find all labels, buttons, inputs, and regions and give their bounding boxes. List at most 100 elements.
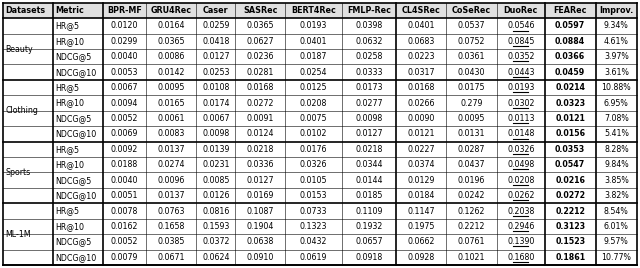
Bar <box>3 172 637 188</box>
Bar <box>3 203 637 219</box>
Text: 0.0188: 0.0188 <box>111 160 138 169</box>
Text: 0.0277: 0.0277 <box>355 99 383 107</box>
Text: 0.0459: 0.0459 <box>555 68 586 77</box>
Text: 0.0137: 0.0137 <box>157 145 185 154</box>
Text: 3.85%: 3.85% <box>604 176 628 185</box>
Text: 0.0242: 0.0242 <box>458 191 485 200</box>
Text: 0.0272: 0.0272 <box>556 191 585 200</box>
Text: 0.0302: 0.0302 <box>507 99 534 107</box>
Text: ML-1M: ML-1M <box>5 230 31 239</box>
Text: 0.0053: 0.0053 <box>111 68 138 77</box>
Text: 0.0910: 0.0910 <box>246 253 274 262</box>
Text: 0.0067: 0.0067 <box>202 114 230 123</box>
Text: 0.0385: 0.0385 <box>157 237 185 246</box>
Text: 0.0164: 0.0164 <box>157 21 185 31</box>
Text: 0.0156: 0.0156 <box>555 129 586 138</box>
Text: HR@5: HR@5 <box>55 145 79 154</box>
Text: GRU4Rec: GRU4Rec <box>151 6 192 15</box>
Text: 0.0120: 0.0120 <box>111 21 138 31</box>
Text: 0.0366: 0.0366 <box>555 52 586 61</box>
Text: 0.2038: 0.2038 <box>507 207 534 215</box>
Text: 0.0353: 0.0353 <box>555 145 586 154</box>
Text: 0.0231: 0.0231 <box>202 160 230 169</box>
Text: 3.61%: 3.61% <box>604 68 629 77</box>
Text: 0.0928: 0.0928 <box>407 253 435 262</box>
Text: 0.0090: 0.0090 <box>407 114 435 123</box>
Text: 0.0092: 0.0092 <box>111 145 138 154</box>
Text: 5.41%: 5.41% <box>604 129 629 138</box>
Text: 0.0129: 0.0129 <box>407 176 435 185</box>
Text: 4.61%: 4.61% <box>604 37 629 46</box>
Text: 0.0127: 0.0127 <box>202 52 230 61</box>
Text: 0.0597: 0.0597 <box>555 21 586 31</box>
Bar <box>3 188 637 203</box>
Text: 0.0184: 0.0184 <box>407 191 435 200</box>
Bar <box>3 142 637 157</box>
Text: NDCG@5: NDCG@5 <box>55 114 91 123</box>
Text: 0.0131: 0.0131 <box>458 129 485 138</box>
Bar <box>3 219 637 234</box>
Text: 0.0052: 0.0052 <box>111 114 138 123</box>
Text: 0.0096: 0.0096 <box>157 176 185 185</box>
Text: 0.0733: 0.0733 <box>300 207 327 215</box>
Text: 3.82%: 3.82% <box>604 191 628 200</box>
Bar <box>3 250 637 265</box>
Text: 0.0094: 0.0094 <box>111 99 138 107</box>
Text: 0.0671: 0.0671 <box>157 253 185 262</box>
Text: 0.279: 0.279 <box>460 99 483 107</box>
Text: 0.0352: 0.0352 <box>507 52 534 61</box>
Text: 0.0361: 0.0361 <box>458 52 485 61</box>
Bar <box>3 65 637 80</box>
Text: 0.0121: 0.0121 <box>556 114 585 123</box>
Text: 0.0079: 0.0079 <box>111 253 138 262</box>
Text: HR@10: HR@10 <box>55 99 84 107</box>
Text: NDCG@10: NDCG@10 <box>55 253 96 262</box>
Text: 0.0218: 0.0218 <box>355 145 383 154</box>
Bar <box>3 157 637 172</box>
Text: 0.0127: 0.0127 <box>246 176 274 185</box>
Text: 0.0083: 0.0083 <box>157 129 185 138</box>
Text: HR@10: HR@10 <box>55 222 84 231</box>
Text: 3.97%: 3.97% <box>604 52 628 61</box>
Text: 0.0148: 0.0148 <box>507 129 534 138</box>
Text: 0.0336: 0.0336 <box>246 160 274 169</box>
Text: 0.0153: 0.0153 <box>300 191 327 200</box>
Bar <box>3 80 637 95</box>
Text: 0.0069: 0.0069 <box>111 129 138 138</box>
Text: 0.1658: 0.1658 <box>157 222 185 231</box>
Text: 0.0372: 0.0372 <box>202 237 230 246</box>
Text: 0.0214: 0.0214 <box>556 83 585 92</box>
Text: 0.1932: 0.1932 <box>355 222 383 231</box>
Bar <box>3 95 637 111</box>
Text: 0.0317: 0.0317 <box>407 68 435 77</box>
Text: 0.0258: 0.0258 <box>355 52 383 61</box>
Text: 0.0208: 0.0208 <box>300 99 327 107</box>
Text: FEARec: FEARec <box>554 6 587 15</box>
Text: 10.88%: 10.88% <box>602 83 631 92</box>
Text: NDCG@5: NDCG@5 <box>55 176 91 185</box>
Text: 0.0193: 0.0193 <box>507 83 534 92</box>
Text: 0.0546: 0.0546 <box>507 21 534 31</box>
Text: 0.0253: 0.0253 <box>202 68 230 77</box>
Text: 8.54%: 8.54% <box>604 207 628 215</box>
Text: 0.0051: 0.0051 <box>111 191 138 200</box>
Text: NDCG@10: NDCG@10 <box>55 191 96 200</box>
Text: 0.1021: 0.1021 <box>458 253 485 262</box>
Text: 0.0176: 0.0176 <box>300 145 327 154</box>
Text: 0.0437: 0.0437 <box>458 160 485 169</box>
Text: NDCG@5: NDCG@5 <box>55 52 91 61</box>
Text: 0.0632: 0.0632 <box>355 37 383 46</box>
Text: 0.0218: 0.0218 <box>246 145 274 154</box>
Text: 6.95%: 6.95% <box>604 99 628 107</box>
Text: 0.1861: 0.1861 <box>555 253 586 262</box>
Text: 0.0102: 0.0102 <box>300 129 327 138</box>
Text: 8.28%: 8.28% <box>604 145 628 154</box>
Text: 9.84%: 9.84% <box>604 160 628 169</box>
Text: 0.0216: 0.0216 <box>556 176 585 185</box>
Text: 0.1109: 0.1109 <box>355 207 383 215</box>
Text: 0.0169: 0.0169 <box>246 191 274 200</box>
Text: Datasets: Datasets <box>5 6 45 15</box>
Text: 0.0498: 0.0498 <box>508 160 534 169</box>
Text: Metric: Metric <box>55 6 84 15</box>
Text: CL4SRec: CL4SRec <box>401 6 440 15</box>
